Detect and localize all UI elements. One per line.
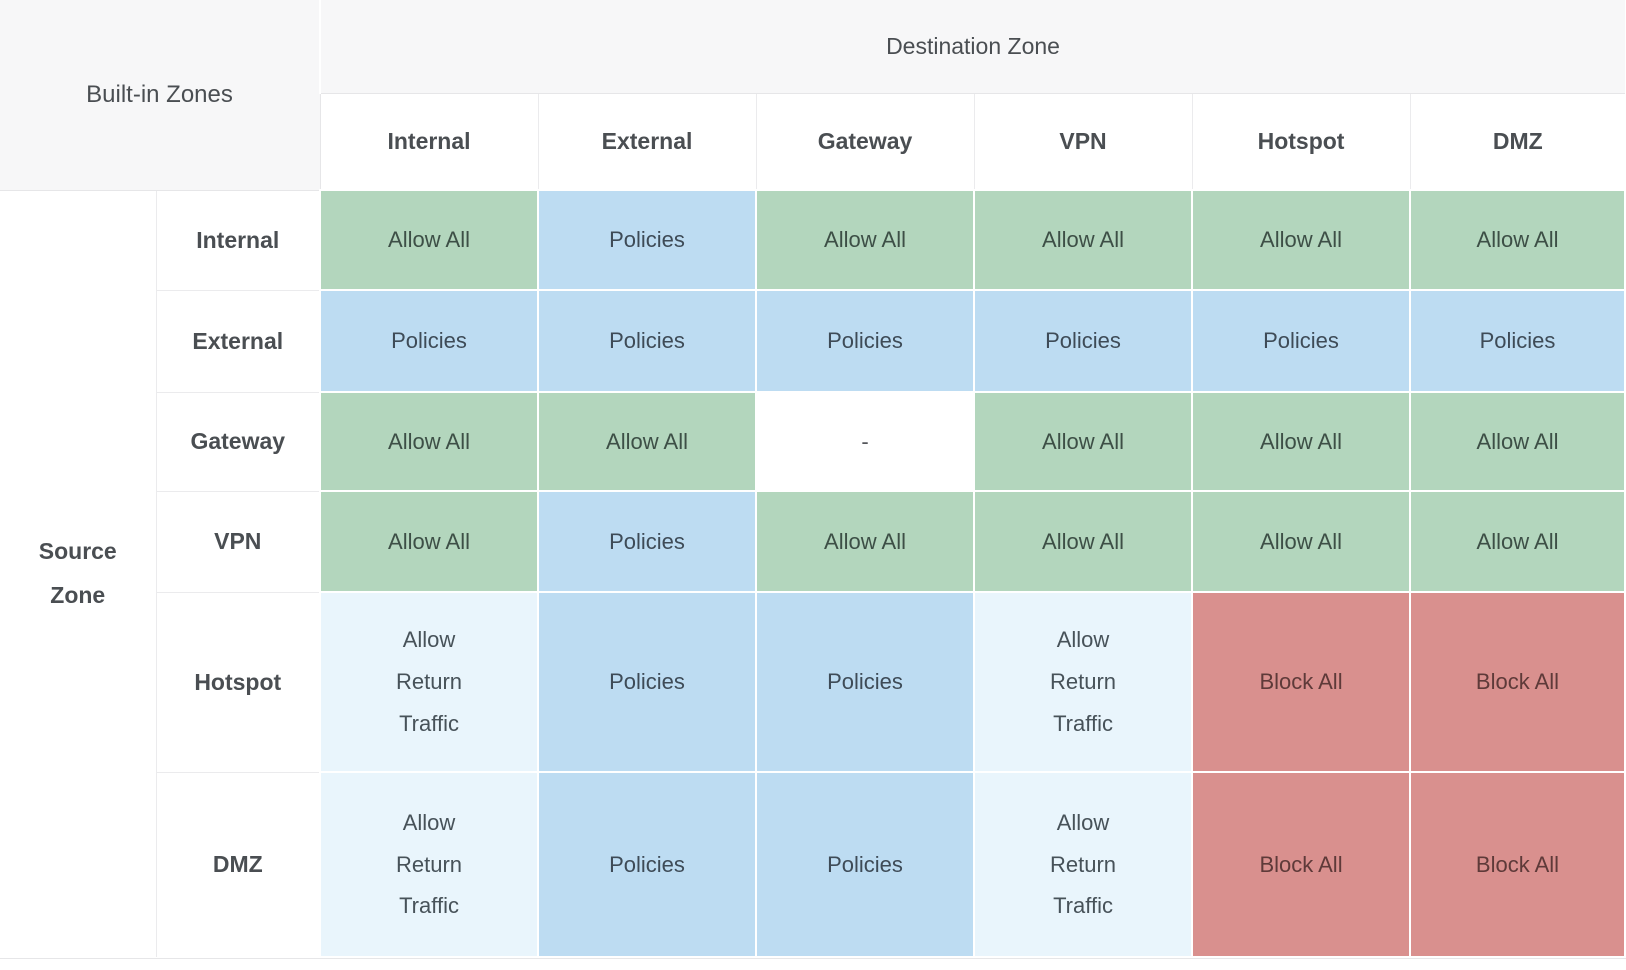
policy-cell-external-external: Policies: [537, 289, 758, 393]
table-row: VPN Allow All Policies Allow All Allow All Al…: [0, 490, 1626, 593]
source-zone-header: Source Zone: [0, 189, 157, 957]
policy-cell-vpn-gateway: Allow All: [755, 490, 976, 593]
row-header-gateway: Gateway: [156, 391, 321, 491]
destination-zone-header: Destination Zone: [319, 0, 1625, 94]
column-header-internal: Internal: [319, 93, 539, 190]
policy-cell-external-internal: Policies: [319, 289, 540, 393]
column-header-gateway: Gateway: [755, 93, 975, 190]
column-header-dmz: DMZ: [1409, 93, 1625, 190]
policy-cell-hotspot-gateway: Policies: [755, 591, 976, 773]
table-row: Source Zone Internal Allow All Policies Allo…: [0, 189, 1626, 957]
policy-cell-hotspot-dmz: Block All: [1409, 591, 1626, 773]
table-row: External Policies Policies Policies Policies…: [0, 289, 1626, 393]
policy-cell-hotspot-hotspot: Block All: [1191, 591, 1412, 773]
policy-cell-gateway-hotspot: Allow All: [1191, 391, 1412, 492]
policy-cell-vpn-dmz: Allow All: [1409, 490, 1626, 593]
policy-cell-internal-hotspot: Allow All: [1191, 189, 1412, 291]
table-row: Hotspot Allow Return Traffic Policies Polic…: [0, 591, 1626, 773]
policy-cell-gateway-dmz: Allow All: [1409, 391, 1626, 492]
policy-cell-external-hotspot: Policies: [1191, 289, 1412, 393]
policy-cell-gateway-vpn: Allow All: [973, 391, 1194, 492]
row-header-internal: Internal: [156, 189, 321, 290]
column-header-vpn: VPN: [973, 93, 1193, 190]
header-row-columns: Internal External Gateway VPN Hotspot DMZ: [0, 93, 1625, 190]
policy-cell-dmz-gateway: Policies: [755, 771, 976, 958]
policy-cell-hotspot-vpn: Allow Return Traffic: [973, 591, 1194, 773]
policy-cell-vpn-internal: Allow All: [319, 490, 540, 593]
policy-cell-internal-internal: Allow All: [319, 189, 540, 291]
policy-cell-dmz-dmz: Block All: [1409, 771, 1626, 958]
policy-cell-gateway-external: Allow All: [537, 391, 758, 492]
policy-cell-internal-gateway: Allow All: [755, 189, 976, 291]
policy-cell-hotspot-external: Policies: [537, 591, 758, 773]
column-header-external: External: [537, 93, 757, 190]
header-row-banner: Built-in Zones Destination Zone: [0, 0, 1625, 191]
policy-cell-dmz-external: Policies: [537, 771, 758, 958]
policy-cell-vpn-external: Policies: [537, 490, 758, 593]
row-header-dmz: DMZ: [156, 771, 321, 957]
policy-cell-internal-dmz: Allow All: [1409, 189, 1626, 291]
table-row: Gateway Allow All Allow All - Allow All Allow…: [0, 391, 1626, 492]
row-header-vpn: VPN: [156, 490, 321, 592]
policy-cell-dmz-internal: Allow Return Traffic: [319, 771, 540, 958]
policy-cell-vpn-hotspot: Allow All: [1191, 490, 1412, 593]
policy-cell-external-gateway: Policies: [755, 289, 976, 393]
policy-cell-dmz-hotspot: Block All: [1191, 771, 1412, 958]
built-in-zones-header: Built-in Zones: [0, 0, 321, 191]
policy-cell-internal-vpn: Allow All: [973, 189, 1194, 291]
policy-cell-external-dmz: Policies: [1409, 289, 1626, 393]
row-header-hotspot: Hotspot: [156, 591, 321, 772]
policy-cell-vpn-vpn: Allow All: [973, 490, 1194, 593]
policy-cell-hotspot-internal: Allow Return Traffic: [319, 591, 540, 773]
policy-cell-gateway-internal: Allow All: [319, 391, 540, 492]
policy-cell-internal-external: Policies: [537, 189, 758, 291]
table-row: DMZ Allow Return Traffic Policies Policies A…: [0, 771, 1626, 958]
policy-cell-external-vpn: Policies: [973, 289, 1194, 393]
column-header-hotspot: Hotspot: [1191, 93, 1411, 190]
row-header-external: External: [156, 289, 321, 392]
policy-cell-gateway-gateway: -: [755, 391, 976, 492]
policy-cell-dmz-vpn: Allow Return Traffic: [973, 771, 1194, 958]
